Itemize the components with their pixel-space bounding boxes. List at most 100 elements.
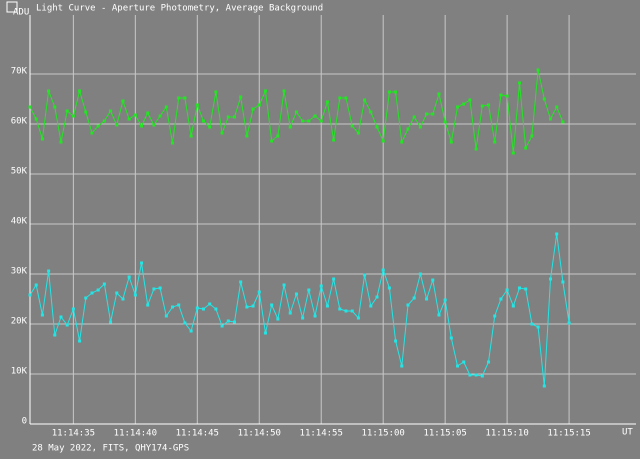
data-point bbox=[437, 92, 441, 96]
data-point bbox=[431, 112, 435, 116]
data-point bbox=[400, 140, 404, 144]
data-point bbox=[443, 120, 447, 124]
data-point bbox=[239, 280, 243, 284]
x-tick-label: 11:15:05 bbox=[423, 429, 466, 439]
data-point bbox=[338, 307, 342, 311]
data-point bbox=[171, 141, 175, 145]
data-point bbox=[28, 105, 32, 109]
x-tick-label: 11:14:40 bbox=[114, 429, 157, 439]
data-point bbox=[443, 298, 447, 302]
data-point bbox=[65, 323, 69, 327]
data-point bbox=[71, 114, 75, 118]
data-point bbox=[195, 306, 199, 310]
data-point bbox=[344, 96, 348, 100]
data-point bbox=[350, 309, 354, 313]
data-point bbox=[109, 320, 113, 324]
data-point bbox=[78, 339, 82, 343]
data-point bbox=[183, 96, 187, 100]
data-point bbox=[548, 117, 552, 121]
data-point bbox=[294, 292, 298, 296]
data-point bbox=[102, 282, 106, 286]
data-point bbox=[109, 109, 113, 113]
data-point bbox=[431, 278, 435, 282]
data-point bbox=[251, 107, 255, 111]
data-point bbox=[412, 115, 416, 119]
data-point bbox=[319, 284, 323, 288]
data-point bbox=[270, 139, 274, 143]
data-point bbox=[449, 336, 453, 340]
data-point bbox=[263, 89, 267, 93]
data-point bbox=[96, 288, 100, 292]
data-point bbox=[53, 105, 57, 109]
data-point bbox=[301, 119, 305, 123]
data-point bbox=[282, 89, 286, 93]
data-point bbox=[239, 95, 243, 99]
data-point bbox=[307, 119, 311, 123]
data-point bbox=[313, 314, 317, 318]
data-point bbox=[332, 277, 336, 281]
data-point bbox=[294, 110, 298, 114]
data-point bbox=[152, 123, 156, 127]
data-point bbox=[325, 304, 329, 308]
data-point bbox=[53, 333, 57, 337]
data-point bbox=[561, 280, 565, 284]
data-point bbox=[220, 324, 224, 328]
data-point bbox=[499, 297, 503, 301]
data-point bbox=[480, 374, 484, 378]
data-point bbox=[356, 316, 360, 320]
data-point bbox=[232, 320, 236, 324]
data-point bbox=[344, 309, 348, 313]
data-point bbox=[115, 291, 119, 295]
data-point bbox=[505, 94, 509, 98]
data-point bbox=[245, 305, 249, 309]
data-point bbox=[78, 89, 82, 93]
data-point bbox=[511, 151, 515, 155]
data-point bbox=[245, 134, 249, 138]
data-point bbox=[400, 364, 404, 368]
data-point bbox=[288, 125, 292, 129]
data-point bbox=[518, 286, 522, 290]
data-point bbox=[536, 68, 540, 72]
data-point bbox=[319, 119, 323, 123]
data-point bbox=[208, 302, 212, 306]
footer: 28 May 2022, FITS, QHY174-GPS bbox=[32, 444, 189, 454]
data-point bbox=[84, 296, 88, 300]
title-icon bbox=[6, 1, 18, 13]
data-point bbox=[115, 123, 119, 127]
data-point bbox=[146, 303, 150, 307]
data-point bbox=[84, 110, 88, 114]
data-point bbox=[34, 283, 38, 287]
data-point bbox=[555, 105, 559, 109]
data-point bbox=[387, 286, 391, 290]
data-point bbox=[425, 297, 429, 301]
x-tick-label: 11:14:35 bbox=[52, 429, 95, 439]
data-point bbox=[201, 307, 205, 311]
data-point bbox=[140, 124, 144, 128]
data-point bbox=[90, 291, 94, 295]
data-point bbox=[542, 384, 546, 388]
data-point bbox=[195, 103, 199, 107]
x-tick-label: 11:15:00 bbox=[362, 429, 405, 439]
data-point bbox=[555, 232, 559, 236]
data-point bbox=[251, 304, 255, 308]
data-point bbox=[140, 261, 144, 265]
data-point bbox=[183, 321, 187, 325]
data-point bbox=[375, 125, 379, 129]
data-point bbox=[524, 287, 528, 291]
data-point bbox=[158, 114, 162, 118]
x-axis-label: UT bbox=[622, 428, 633, 438]
data-point bbox=[325, 100, 329, 104]
data-point bbox=[487, 360, 491, 364]
data-point bbox=[158, 286, 162, 290]
y-tick-label: 70K bbox=[11, 67, 28, 77]
data-point bbox=[418, 125, 422, 129]
data-point bbox=[220, 131, 224, 135]
data-point bbox=[307, 288, 311, 292]
data-point bbox=[28, 293, 32, 297]
y-tick-label: 20K bbox=[11, 317, 28, 327]
data-point bbox=[133, 113, 137, 117]
x-tick-label: 11:14:55 bbox=[300, 429, 343, 439]
data-point bbox=[201, 119, 205, 123]
